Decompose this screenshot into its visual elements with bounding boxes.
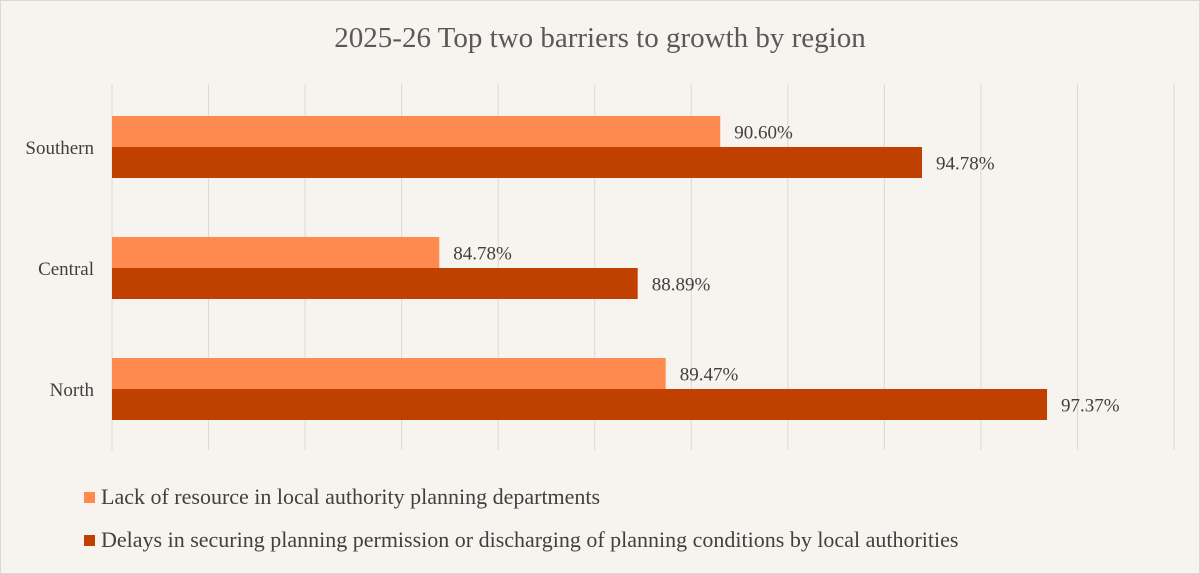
data-label: 84.78% xyxy=(453,244,512,265)
data-label: 97.37% xyxy=(1061,396,1120,417)
data-label: 89.47% xyxy=(680,365,739,386)
legend-item-lack-of-resource: Lack of resource in local authority plan… xyxy=(84,484,600,510)
category-label-north: North xyxy=(50,380,95,401)
data-label: 94.78% xyxy=(936,154,995,175)
bar-central-series-2 xyxy=(112,268,638,299)
legend-swatch xyxy=(84,534,95,546)
category-label-central: Central xyxy=(38,259,94,280)
bar-southern-series-1 xyxy=(112,116,721,147)
bar-southern-series-2 xyxy=(112,147,923,178)
bar-north-series-1 xyxy=(112,358,666,389)
data-label: 88.89% xyxy=(652,275,711,296)
legend-label: Lack of resource in local authority plan… xyxy=(101,484,601,509)
legend-label: Delays in securing planning permission o… xyxy=(101,527,959,552)
category-label-southern: Southern xyxy=(25,138,94,159)
bar-central-series-1 xyxy=(112,237,440,268)
legend-item-delays: Delays in securing planning permission o… xyxy=(84,527,958,553)
chart-title: 2025-26 Top two barriers to growth by re… xyxy=(334,22,866,54)
bar-north-series-2 xyxy=(112,389,1048,420)
data-label: 90.60% xyxy=(734,123,793,144)
legend-swatch xyxy=(84,491,95,503)
